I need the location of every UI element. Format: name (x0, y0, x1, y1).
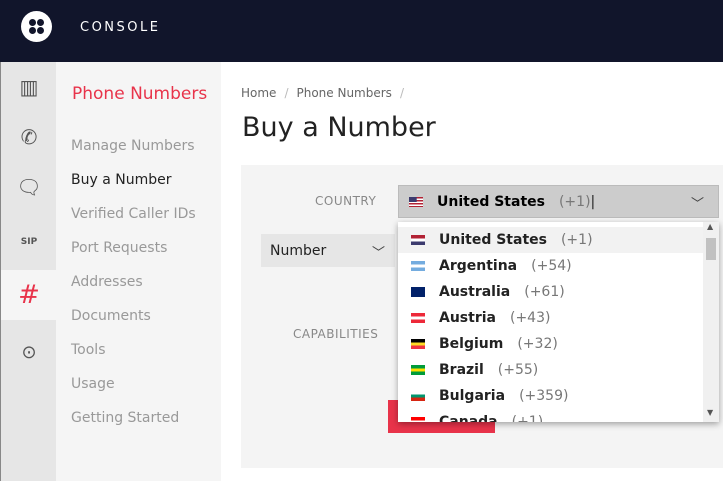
console-title: CONSOLE (80, 20, 161, 35)
country-name: Belgium (439, 336, 504, 352)
search-by-select[interactable]: Number ﹀ (261, 234, 395, 267)
flag-icon (411, 365, 425, 375)
country-label: COUNTRY (315, 194, 377, 208)
flag-icon (411, 313, 425, 323)
sidebar-item-buy-a-number[interactable]: Buy a Number (71, 172, 172, 188)
sidebar-item-usage[interactable]: Usage (71, 376, 115, 392)
flag-icon (411, 287, 425, 297)
chevron-down-icon: ﹀ (371, 246, 385, 261)
chat-icon[interactable]: 🗨 (16, 175, 42, 199)
country-select[interactable]: United States (+1) | ﹀ (398, 185, 719, 218)
country-code: (+43) (509, 310, 551, 326)
country-code: (+1) (511, 414, 544, 422)
flag-icon (411, 391, 425, 401)
country-option[interactable]: Brazil (+55) (398, 357, 703, 383)
country-name: Argentina (439, 258, 518, 274)
top-bar: CONSOLE (0, 0, 723, 62)
breadcrumb-phone-numbers[interactable]: Phone Numbers (296, 86, 392, 100)
sidebar-title: Phone Numbers (72, 84, 208, 104)
sidebar-item-getting-started[interactable]: Getting Started (71, 410, 180, 426)
sidebar-item-tools[interactable]: Tools (71, 342, 106, 358)
hash-icon[interactable]: # (1, 270, 57, 320)
country-code: (+61) (524, 284, 565, 300)
search-by-value: Number (270, 242, 327, 259)
country-code: (+359) (519, 388, 569, 404)
breadcrumb: Home / Phone Numbers / (241, 86, 404, 100)
capabilities-label: CAPABILITIES (293, 327, 379, 341)
country-option[interactable]: Austria (+43) (398, 305, 703, 331)
sidebar-item-verified-caller-ids[interactable]: Verified Caller IDs (71, 206, 196, 222)
country-option[interactable]: Canada (+1) (398, 409, 703, 422)
country-option[interactable]: United States (+1) (398, 227, 703, 253)
country-option[interactable]: Bulgaria (+359) (398, 383, 703, 409)
icon-rail: ▥ ✆ 🗨 SIP # ⊙ (0, 62, 57, 481)
country-code: (+55) (497, 362, 539, 378)
country-option[interactable]: Argentina (+54) (398, 253, 703, 279)
country-option[interactable]: Australia (+61) (398, 279, 703, 305)
country-value: United States (437, 193, 545, 210)
page-title: Buy a Number (242, 112, 436, 143)
more-icon[interactable]: ⊙ (21, 341, 37, 363)
sidebar-item-documents[interactable]: Documents (71, 308, 151, 324)
dropdown-scrollbar[interactable]: ▲ ▼ (703, 222, 719, 422)
dashboard-icon[interactable]: ▥ (19, 75, 39, 99)
country-name: Canada (439, 414, 498, 422)
flag-icon (411, 235, 425, 245)
sidebar: Phone Numbers Manage Numbers Buy a Numbe… (56, 62, 221, 481)
chevron-down-icon: ﹀ (690, 197, 704, 212)
country-option[interactable]: Belgium (+32) (398, 331, 703, 357)
country-code: (+1) (558, 193, 591, 210)
country-dropdown-list: ▲ ▼ United States (+1) Argentina (+54) Austra… (398, 222, 719, 422)
country-name: Bulgaria (439, 388, 506, 404)
country-code: (+32) (517, 336, 558, 352)
us-flag-icon (409, 196, 423, 207)
flag-icon (411, 417, 425, 422)
sip-icon[interactable]: SIP (20, 237, 38, 247)
flag-icon (411, 261, 425, 271)
country-name: Australia (439, 284, 511, 300)
sidebar-item-addresses[interactable]: Addresses (71, 274, 143, 290)
twilio-logo-icon[interactable] (21, 11, 52, 42)
country-code: (+1) (560, 232, 593, 248)
country-name: United States (439, 232, 547, 248)
country-name: Austria (439, 310, 496, 326)
phone-icon[interactable]: ✆ (20, 125, 38, 149)
sidebar-item-port-requests[interactable]: Port Requests (71, 240, 168, 256)
country-name: Brazil (439, 362, 484, 378)
flag-icon (411, 339, 425, 349)
sidebar-item-manage-numbers[interactable]: Manage Numbers (71, 138, 195, 154)
breadcrumb-home[interactable]: Home (241, 86, 277, 100)
country-code: (+54) (531, 258, 572, 274)
